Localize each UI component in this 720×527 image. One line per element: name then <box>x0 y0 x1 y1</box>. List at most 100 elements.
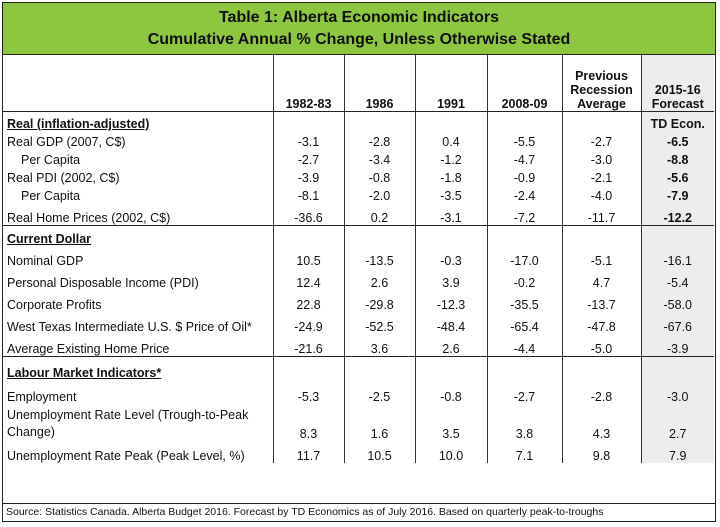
value-cell: -3.5 <box>414 185 487 203</box>
value-cell: -5.1 <box>561 246 641 268</box>
value-cell: -4.4 <box>486 334 562 356</box>
value-cell: -17.0 <box>486 246 562 268</box>
value-cell: -0.8 <box>414 380 487 404</box>
empty-cell <box>486 111 562 131</box>
row-label: West Texas Intermediate U.S. $ Price of … <box>7 320 252 334</box>
value-cell: 1.6 <box>343 404 415 441</box>
value-cell: 0.4 <box>414 131 487 149</box>
table-row: Average Existing Home Price -21.6 3.6 2.6 -4… <box>3 334 714 356</box>
table-row: Employment -5.3 -2.5 -0.8 -2.7 -2.8 -3.0 <box>3 380 714 404</box>
value-cell: -2.1 <box>561 167 641 185</box>
empty-cell <box>486 225 562 246</box>
empty-cell <box>640 225 714 246</box>
row-label: Real GDP (2007, C$) <box>7 135 126 149</box>
forecast-value-cell: -5.4 <box>640 268 714 290</box>
column-header: 1982-83 <box>272 55 344 111</box>
empty-cell <box>486 356 562 380</box>
table-title-bar: Table 1: Alberta Economic Indicators Cum… <box>3 3 715 55</box>
value-cell: 11.7 <box>272 441 344 463</box>
empty-cell <box>272 225 344 246</box>
section-heading: Labour Market Indicators* <box>3 356 273 380</box>
value-cell: -2.0 <box>343 185 415 203</box>
value-cell: 10.5 <box>343 441 415 463</box>
row-label-line: Unemployment Rate Level (Trough-to-Peak <box>7 408 249 422</box>
indicator-table-frame: Table 1: Alberta Economic Indicators Cum… <box>2 2 716 522</box>
forecast-value-cell: -7.9 <box>640 185 714 203</box>
forecast-value-cell: -67.6 <box>640 312 714 334</box>
value-cell: -3.9 <box>272 167 344 185</box>
value-cell: 10.0 <box>414 441 487 463</box>
column-header-previous-recession: Previous Recession Average <box>561 55 641 111</box>
table-row: Per Capita -2.7 -3.4 -1.2 -4.7 -3.0 -8.8 <box>3 149 714 167</box>
table-row: West Texas Intermediate U.S. $ Price of … <box>3 312 714 334</box>
value-cell: -12.3 <box>414 290 487 312</box>
forecast-value-cell: 7.9 <box>640 441 714 463</box>
value-cell: 12.4 <box>272 268 344 290</box>
value-cell: -4.7 <box>486 149 562 167</box>
value-cell: -48.4 <box>414 312 487 334</box>
row-label: Unemployment Rate Peak (Peak Level, %) <box>7 449 245 463</box>
table-row: Unemployment Rate Peak (Peak Level, %) 11… <box>3 441 714 463</box>
section-heading: Current Dollar <box>3 225 273 246</box>
value-cell: -3.1 <box>272 131 344 149</box>
row-label: Real Home Prices (2002, C$) <box>7 210 171 225</box>
value-cell: 0.2 <box>343 203 415 225</box>
value-cell: 2.6 <box>343 268 415 290</box>
column-header-forecast: 2015-16 Forecast <box>640 55 714 111</box>
value-cell: -52.5 <box>343 312 415 334</box>
value-cell: -2.7 <box>486 380 562 404</box>
value-cell: -2.5 <box>343 380 415 404</box>
value-cell: -13.7 <box>561 290 641 312</box>
value-cell: -2.8 <box>343 131 415 149</box>
forecast-value-cell: -8.8 <box>640 149 714 167</box>
value-cell: -5.5 <box>486 131 562 149</box>
section-heading-text: Labour Market Indicators* <box>7 366 162 380</box>
value-cell: -2.4 <box>486 185 562 203</box>
column-header-row: 1982-83 1986 1991 2008-09 Previous Reces… <box>3 55 714 111</box>
table-row: Real GDP (2007, C$) -3.1 -2.8 0.4 -5.5 -2.7 -6… <box>3 131 714 149</box>
empty-cell <box>343 225 415 246</box>
section-heading-text: Current Dollar <box>7 232 92 246</box>
value-cell: 3.6 <box>343 334 415 356</box>
forecast-value-cell: -58.0 <box>640 290 714 312</box>
value-cell: 7.1 <box>486 441 562 463</box>
value-cell: -3.4 <box>343 149 415 167</box>
forecast-value-cell: -6.5 <box>640 131 714 149</box>
value-cell: -29.8 <box>343 290 415 312</box>
column-header: 1991 <box>414 55 487 111</box>
forecast-value-cell: 2.7 <box>640 404 714 441</box>
table-row: Corporate Profits 22.8 -29.8 -12.3 -35.5 -13.… <box>3 290 714 312</box>
value-cell: -2.7 <box>561 131 641 149</box>
value-cell: -24.9 <box>272 312 344 334</box>
value-cell: 9.8 <box>561 441 641 463</box>
section-heading: Real (inflation-adjusted) <box>3 111 273 131</box>
forecast-source-note: TD Econ. <box>640 111 714 131</box>
table-row: Nominal GDP 10.5 -13.5 -0.3 -17.0 -5.1 -16.1 <box>3 246 714 268</box>
row-label-line: Change) <box>7 425 55 439</box>
value-cell: -3.1 <box>414 203 487 225</box>
indicator-table: 1982-83 1986 1991 2008-09 Previous Reces… <box>3 55 714 463</box>
value-cell: -1.2 <box>414 149 487 167</box>
table-row: Personal Disposable Income (PDI) 12.4 2.6 3… <box>3 268 714 290</box>
empty-cell <box>561 356 641 380</box>
value-cell: -0.2 <box>486 268 562 290</box>
value-cell: -0.3 <box>414 246 487 268</box>
value-cell: 4.7 <box>561 268 641 290</box>
empty-cell <box>561 225 641 246</box>
section-heading-row: Labour Market Indicators* <box>3 356 714 380</box>
value-cell: -0.8 <box>343 167 415 185</box>
value-cell: -13.5 <box>343 246 415 268</box>
row-label: Nominal GDP <box>7 254 84 268</box>
value-cell: 4.3 <box>561 404 641 441</box>
value-cell: -36.6 <box>272 203 344 225</box>
row-label: Real PDI (2002, C$) <box>7 171 120 185</box>
value-cell: -65.4 <box>486 312 562 334</box>
table-subtitle: Cumulative Annual % Change, Unless Other… <box>147 31 571 48</box>
value-cell: -5.3 <box>272 380 344 404</box>
value-cell: -2.7 <box>272 149 344 167</box>
value-cell: 2.6 <box>414 334 487 356</box>
empty-cell <box>561 111 641 131</box>
value-cell: 3.5 <box>414 404 487 441</box>
value-cell: -35.5 <box>486 290 562 312</box>
value-cell: -1.8 <box>414 167 487 185</box>
